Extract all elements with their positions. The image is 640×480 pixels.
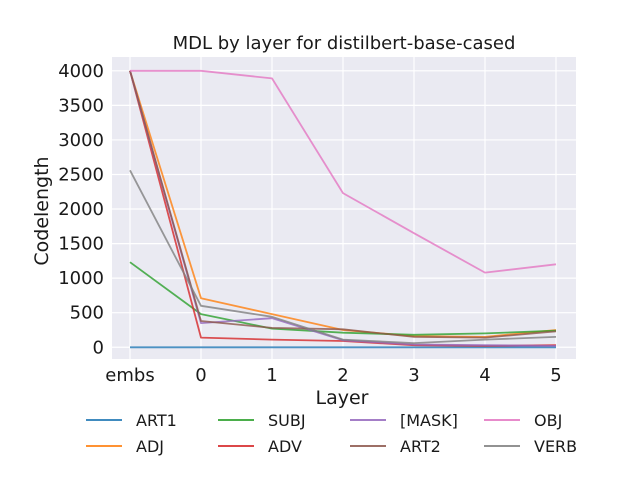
legend: ART1 ADJ SUBJ ADV [MASK] ART2 OBJ VERB [86,411,577,456]
grid-y [112,70,576,348]
legend-label-art1: ART1 [136,411,177,430]
y-tick-label: 3500 [58,95,104,116]
plot-background [112,57,576,359]
legend-label-verb: VERB [534,437,577,456]
y-tick-label: 2500 [58,164,104,185]
y-tick-label: 2000 [58,199,104,220]
x-tick-label: 4 [479,365,490,386]
x-tick-label: embs [105,365,154,386]
x-tick-label: 5 [550,365,561,386]
x-tick-labels: embs 0 1 2 3 4 5 [105,365,561,386]
series-line-subj [129,261,557,336]
legend-label-art2: ART2 [400,437,441,456]
series-line-obj [130,69,557,274]
x-tick-label: 3 [408,365,419,386]
series-line-verb [129,169,557,345]
y-tick-label: 1500 [58,234,104,255]
legend-label-subj: SUBJ [268,411,306,430]
x-tick-label: 2 [337,365,348,386]
legend-label-mask: [MASK] [400,411,458,430]
legend-label-obj: OBJ [534,411,562,430]
y-tick-labels: 0 500 1000 1500 2000 2500 3000 3500 4000 [58,61,104,358]
y-axis-label: Codelength [31,156,53,265]
legend-label-adv: ADV [268,437,302,456]
grid-x [129,57,557,359]
x-axis-label: Layer [316,387,369,409]
legend-label-adj: ADJ [136,437,164,456]
y-tick-label: 500 [70,303,104,324]
y-tick-label: 0 [93,337,104,358]
series-line-art2 [129,70,557,339]
chart-title: MDL by layer for distilbert-base-cased [173,33,516,54]
y-tick-label: 1000 [58,268,104,289]
y-tick-label: 4000 [58,61,104,82]
series-lines [129,69,557,349]
y-tick-label: 3000 [58,130,104,151]
x-tick-label: 0 [195,365,206,386]
x-tick-label: 1 [266,365,277,386]
